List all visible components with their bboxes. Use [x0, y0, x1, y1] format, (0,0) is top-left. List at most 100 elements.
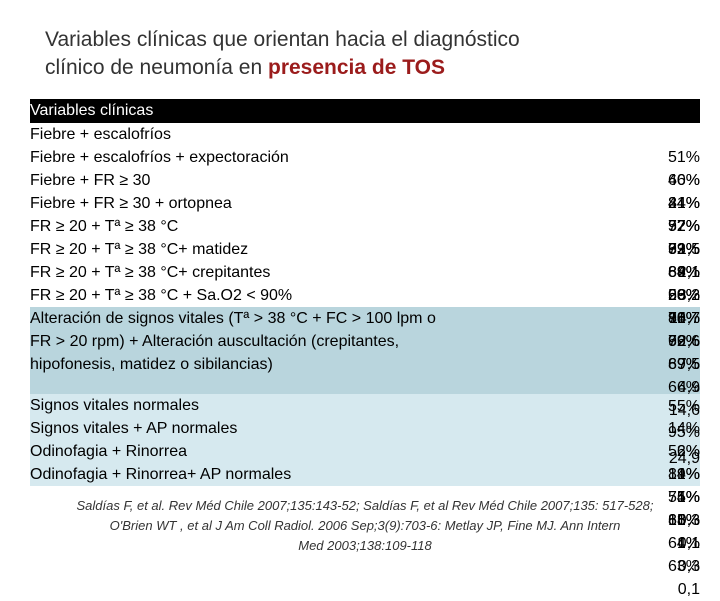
cell-value: 88% [667, 512, 700, 529]
cell-value: VPN [667, 198, 700, 215]
title-line: Variables clínicas que orientan hacia el… [45, 28, 520, 51]
table-row: FR ≥ 20 + Tª ≥ 38 °C + Sa.O2 < 90% 8% 99% 8… [30, 284, 700, 419]
cell-value: 99% [667, 241, 700, 258]
cell-value: 5% [676, 489, 700, 506]
cell-value: 1% [676, 489, 700, 506]
cell-value: 71% [667, 310, 700, 327]
cell-value: 99% [667, 287, 700, 304]
cell-label: FR ≥ 20 + Tª ≥ 38 °C+ matidez [30, 241, 249, 258]
cell-value: 72% [667, 241, 700, 258]
table-row: Odinofagia + Rinorrea 9% 74% 15% 61% 0,3 [30, 440, 700, 575]
title-highlight: presencia de TOS [268, 56, 446, 79]
table-row: FR ≥ 20 + Tª ≥ 38 °C 32% 88% 58% 71% 2,6 [30, 215, 700, 350]
cell-value: 2% [676, 443, 700, 460]
cell-label: Signos vitales + AP normales [30, 420, 238, 437]
cell-value: 95% [667, 424, 700, 441]
cell-label: Alteración de signos vitales (Tª > 38 °C… [30, 310, 436, 373]
cell-value: 69% [667, 356, 700, 373]
cell-value: 24% [667, 195, 700, 212]
cell-value: 72% [667, 218, 700, 235]
cell-value: 99% [667, 333, 700, 350]
cell-value: 89% [667, 264, 700, 281]
cell-value: 81% [667, 466, 700, 483]
table-row: Fiebre + escalofríos 51% 66% 44% 72% 1,5 [30, 123, 700, 258]
cell-value: VPP [667, 174, 700, 191]
cell-value: 2,1 [677, 264, 700, 281]
table-row: Variables clínicas S E VPP VPN LR+ [30, 99, 700, 239]
cell-value: 69% [667, 264, 700, 281]
cell-value: 15% [667, 512, 700, 529]
cell-value: 55% [667, 489, 700, 506]
title-line: clínico de neumonía en presencia de TOS [45, 54, 520, 82]
cell-value: 61% [667, 512, 700, 529]
slide: Variables clínicas que orientan hacia el… [30, 26, 700, 598]
cell-label: FR ≥ 20 + Tª ≥ 38 °C + Sa.O2 < 90% [30, 287, 293, 304]
cell-label: Odinofagia + Rinorrea [30, 443, 187, 460]
table-row: Alteración de signos vitales (Tª > 38 °C… [30, 307, 700, 467]
cell-value: 14% [667, 420, 700, 437]
cell-value: 88% [667, 264, 700, 281]
cell-label: FR ≥ 20 + Tª ≥ 38 °C [30, 218, 179, 235]
cell-value: 7,5 [677, 356, 700, 373]
title: Variables clínicas que orientan hacia el… [45, 26, 520, 82]
cell-value: 8% [676, 310, 700, 327]
table-row: Signos vitales normales 14% 56% 14% 55% 0,3 [30, 394, 700, 529]
cell-label: Odinofagia + Rinorrea+ AP normales [30, 466, 292, 483]
table-row: Fiebre + FR ≥ 30 24% 92% 63% 69% 3,2 [30, 169, 700, 304]
cell-value: 44% [667, 195, 700, 212]
cell-value: E [689, 150, 700, 167]
cell-value: 32% [667, 241, 700, 258]
table-row: FR ≥ 20 + Tª ≥ 38 °C+ crepitantes 20% 96% 7… [30, 261, 700, 396]
cell-value: 4,9 [677, 379, 700, 396]
cell-value: 72% [667, 333, 700, 350]
cell-value: 14% [667, 466, 700, 483]
cell-value: 56% [667, 443, 700, 460]
cell-value: 7% [676, 218, 700, 235]
cell-value: 4% [676, 264, 700, 281]
footer-line: Saldías F, et al. Rev Méd Chile 2007;135… [76, 498, 654, 513]
cell-value: 55% [667, 398, 700, 415]
cell-label: Signos vitales normales [30, 397, 199, 414]
cell-label: Fiebre + FR ≥ 30 + ortopnea [30, 195, 232, 212]
cell-value: 1,5 [677, 241, 700, 258]
cell-value: 66% [667, 379, 700, 396]
cell-value: 66% [667, 287, 700, 304]
cell-label: Fiebre + escalofríos [30, 126, 171, 143]
footer-line: O'Brien WT , et al J Am Coll Radiol. 200… [109, 518, 621, 533]
table-row: Fiebre + escalofríos + expectoración 40% 8… [30, 146, 700, 281]
cell-value: 52% [667, 218, 700, 235]
cell-value: 14,6 [668, 402, 700, 419]
table: Variables clínicas S E VPP VPN LR+ Fiebre + es… [30, 99, 700, 598]
cell-value: 63% [667, 241, 700, 258]
cell-label: Fiebre + escalofríos + expectoración [30, 149, 289, 166]
table-row: Signos vitales + AP normales 2% 81% 5% 61% 0,… [30, 417, 700, 552]
footer-line: Med 2003;138:109-118 [298, 538, 432, 553]
cell-value: 2,6 [677, 333, 700, 350]
cell-value: 9% [676, 466, 700, 483]
cell-value: 92% [667, 218, 700, 235]
cell-value: 58% [667, 287, 700, 304]
cell-value: 0,3 [677, 512, 700, 529]
cell-value: 63% [667, 558, 700, 575]
cell-value: LR+ [670, 222, 700, 239]
cell-value: S [689, 126, 700, 143]
cell-label: Fiebre + FR ≥ 30 [30, 172, 151, 189]
cell-value: 20% [667, 287, 700, 304]
cell-value: 74% [667, 489, 700, 506]
cell-value: 66% [667, 333, 700, 350]
cell-value: 89% [667, 356, 700, 373]
cell-label: FR ≥ 20 + Tª ≥ 38 °C+ crepitantes [30, 264, 271, 281]
cell-value: 0,1 [677, 581, 700, 598]
cell-value: 80% [667, 310, 700, 327]
cell-value: 81% [667, 195, 700, 212]
table-row: Odinofagia + Rinorrea+ AP normales 1% 88% 4… [30, 463, 700, 598]
table-row: FR ≥ 20 + Tª ≥ 38 °C+ matidez 4% 99% 80% 66%… [30, 238, 700, 373]
title-text: clínico de neumonía en [45, 56, 263, 79]
cell-label: Variables clínicas [30, 102, 154, 119]
cell-value: 3,2 [677, 287, 700, 304]
cell-value: 51% [667, 149, 700, 166]
footer: Saldías F, et al. Rev Méd Chile 2007;135… [20, 496, 710, 556]
cell-value: 24,9 [668, 450, 700, 467]
cell-value: 96% [667, 310, 700, 327]
table-row: Fiebre + FR ≥ 30 + ortopnea 7% 99% 89% 66% 14… [30, 192, 700, 327]
